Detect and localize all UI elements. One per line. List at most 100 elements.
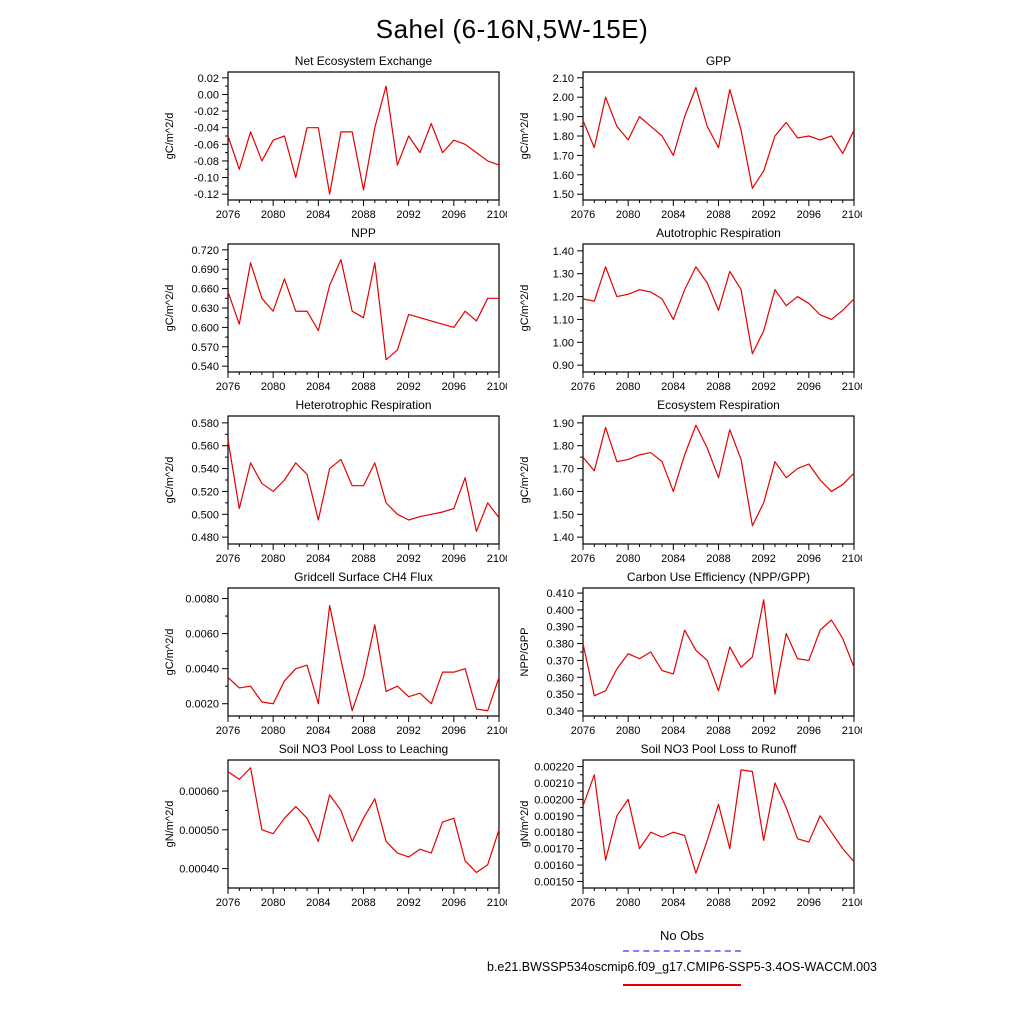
chart-svg: Gridcell Surface CH4 FluxgC/m^2/d0.00200… [164,570,511,737]
x-tick-label: 2092 [396,553,420,565]
y-axis-label: gC/m^2/d [164,629,176,676]
no-obs-label: No Obs [659,928,705,943]
x-tick-label: 2084 [661,897,685,909]
chart-gpp: GPP gC/m^2/d 1.50 1.60 1.70 1.80 1.90 2.00 2.10 2… [517,54,866,226]
x-tick-label: 2076 [571,209,595,221]
y-tick-label: 1.70 [553,464,574,476]
y-tick-label: 1.50 [553,189,574,201]
y-tick-label: 0.00160 [534,860,574,872]
chart-svg: Autotrophic Respiration gC/m^2/d 0.90 1.00 1… [519,226,866,393]
y-tick-label: 2.00 [553,92,574,104]
chart-title: Soil NO3 Pool Loss to Runoff [641,742,798,756]
plot-frame [582,71,855,201]
y-tick-label: 0.0020 [185,699,219,711]
y-tick-label: 0.540 [191,464,219,476]
model-legend-line [623,984,741,986]
y-axis: 0.90 1.00 1.10 1.20 1.30 1.40 [553,246,583,372]
chart-autotrophic-respiration: Autotrophic Respiration gC/m^2/d 0.90 1.00 1… [517,226,866,398]
x-tick-label: 2076 [216,897,240,909]
series-line [227,767,500,874]
y-tick-label: 0.380 [546,639,574,651]
chart-title: Net Ecosystem Exchange [295,54,433,68]
x-tick-label: 2096 [442,381,466,393]
y-axis: 0.0020 0.0040 0.0060 0.0080 [185,594,228,711]
series-line [227,258,499,361]
x-tick-label: 2076 [216,725,240,737]
plot-frame [582,243,855,373]
y-tick-label: 1.20 [553,292,574,304]
y-tick-label: 1.90 [553,418,574,430]
case-label: b.e21.BWSSP534oscmip6.f09_g17.CMIP6-SSP5… [487,960,877,974]
x-tick-label: 2096 [442,553,466,565]
x-tick-label: 2088 [706,209,730,221]
x-tick-label: 2080 [616,209,640,221]
x-tick-label: 2088 [351,381,375,393]
y-axis-label: gC/m^2/d [164,285,176,332]
y-tick-label: 0.520 [191,486,219,498]
y-tick-label: 0.90 [553,360,574,372]
plot-frame [227,415,500,545]
x-tick-label: 2088 [706,553,730,565]
x-tick-label: 2092 [396,725,420,737]
x-tick-label: 2076 [216,381,240,393]
series-line [582,599,855,697]
y-tick-label: 0.630 [191,303,219,315]
y-tick-label: 0.340 [546,706,574,718]
y-axis-label: gC/m^2/d [519,457,531,504]
chart-soil-no3-loss-runoff: Soil NO3 Pool Loss to Runoff gN/m^2/d 0.00… [517,742,866,914]
x-tick-label: 2088 [706,897,730,909]
y-axis: 0.540 0.570 0.600 0.630 0.660 0.690 0.720 [191,245,228,373]
x-tick-label: 2080 [616,553,640,565]
chart-svg: Soil NO3 Pool Loss to LeachinggN/m^2/d0.… [164,742,511,909]
y-tick-label: 1.50 [553,509,574,521]
y-tick-label: 1.70 [553,150,574,162]
x-tick-label: 2088 [706,725,730,737]
x-tick-label: 2092 [396,897,420,909]
y-tick-label: 0.660 [191,284,219,296]
y-tick-label: 0.390 [546,622,574,634]
chart-title: Carbon Use Efficiency (NPP/GPP) [627,570,810,584]
x-tick-label: 2092 [751,381,775,393]
y-axis: 0.480 0.500 0.520 0.540 0.560 0.580 [191,418,228,544]
y-tick-label: 1.60 [553,486,574,498]
chart-title: GPP [706,54,731,68]
x-tick-label: 2084 [661,725,685,737]
y-tick-label: 0.410 [546,588,574,600]
chart-svg: Net Ecosystem Exchange gC/m^2/d -0.12 -0.10… [164,54,511,221]
y-tick-label: 2.10 [553,73,574,85]
y-tick-label: -0.06 [194,139,219,151]
y-tick-label: 0.400 [546,605,574,617]
y-axis: 0.00040 0.00050 0.00060 [179,786,228,876]
y-axis: 0.340 0.350 0.360 0.370 0.380 0.390 0.400 0.410 [546,588,583,718]
x-tick-label: 2092 [751,897,775,909]
x-tick-label: 2092 [396,209,420,221]
series-line [582,86,855,189]
y-tick-label: 1.80 [553,441,574,453]
chart-soil-no3-loss-leaching: Soil NO3 Pool Loss to Leaching gN/m^2/d 0.… [162,742,511,914]
y-axis-label: NPP/GPP [519,628,531,677]
chart-title: Soil NO3 Pool Loss to Leaching [279,742,448,756]
chart-svg: NPP gC/m^2/d 0.540 0.570 0.600 0.630 0.660 0.69… [164,226,511,393]
x-tick-label: 2096 [797,897,821,909]
x-tick-label: 2080 [616,381,640,393]
plot-frame [227,71,500,201]
x-tick-label: 2092 [396,381,420,393]
plot-frame [582,587,855,717]
y-tick-label: 0.560 [191,441,219,453]
x-tick-label: 2076 [216,553,240,565]
y-tick-label: 0.00180 [534,827,574,839]
x-tick-label: 2080 [261,381,285,393]
x-tick-label: 2088 [351,209,375,221]
chart-title: NPP [351,226,376,240]
y-tick-label: 0.480 [191,532,219,544]
